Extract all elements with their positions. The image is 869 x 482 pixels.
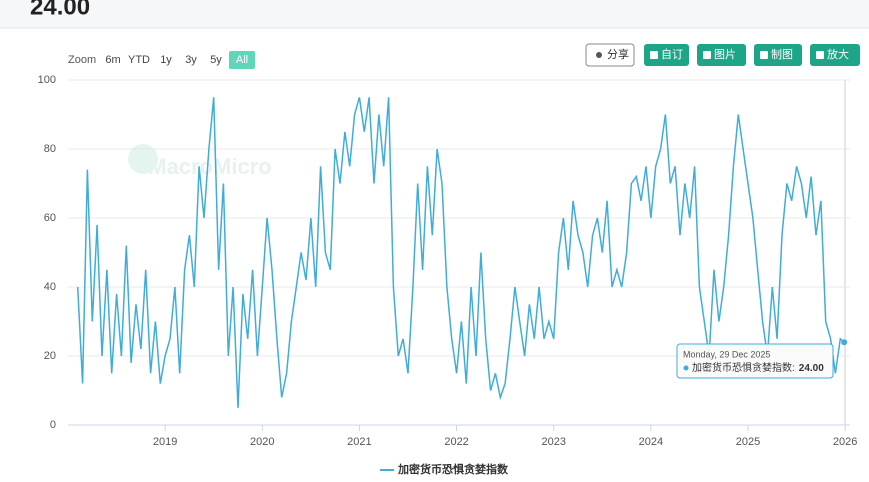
hover-point — [841, 339, 848, 346]
y-tick-label: 40 — [44, 281, 56, 293]
range-button-active[interactable] — [229, 51, 255, 69]
toolbar-button[interactable] — [810, 44, 860, 66]
x-tick-label: 2020 — [250, 436, 274, 448]
share-icon — [596, 52, 602, 58]
y-tick-label: 0 — [50, 419, 56, 431]
header-value: 24.00 — [30, 0, 90, 20]
tooltip-label: 加密货币恐惧贪婪指数: 24.00 — [692, 361, 824, 374]
x-tick-label: 2025 — [736, 436, 760, 448]
toolbar-button[interactable] — [697, 44, 746, 66]
tooltip-date: Monday, 29 Dec 2025 — [683, 349, 770, 359]
toolbar-button[interactable] — [754, 44, 802, 66]
x-tick-label: 2024 — [639, 436, 663, 448]
toolbar-button-label[interactable]: 自订 — [661, 48, 683, 61]
y-tick-label: 60 — [44, 212, 56, 224]
y-tick-label: 20 — [44, 350, 56, 362]
share-button-label[interactable]: 分享 — [607, 47, 629, 61]
tooltip-series: 加密货币恐惧贪婪指数: — [692, 361, 795, 374]
range-button[interactable]: All — [236, 54, 248, 66]
share-button-box[interactable] — [585, 43, 635, 67]
toolbar-button-label[interactable]: 图片 — [714, 48, 736, 61]
tooltip-value: 24.00 — [799, 363, 824, 374]
x-tick-label: 2026 — [833, 436, 857, 448]
x-tick-label: 2021 — [347, 436, 371, 448]
data-line — [76, 97, 845, 408]
zoom-label: Zoom — [68, 54, 96, 66]
y-tick-label: 80 — [44, 143, 56, 155]
tooltip-box — [676, 343, 834, 379]
toolbar-icon — [703, 51, 711, 59]
range-button[interactable]: 1y — [160, 54, 172, 66]
range-button[interactable]: YTD — [128, 54, 150, 66]
tooltip-dot — [683, 365, 689, 371]
toolbar-icon — [650, 51, 658, 59]
toolbar-button-label[interactable]: 制图 — [771, 48, 793, 61]
toolbar-icon — [816, 51, 824, 59]
x-tick-label: 2019 — [153, 436, 177, 448]
header-bar — [0, 0, 869, 28]
watermark-logo — [128, 144, 158, 174]
toolbar-button-label[interactable]: 放大 — [827, 47, 849, 61]
range-button[interactable]: 5y — [210, 54, 222, 66]
share-button[interactable]: 分享 — [585, 43, 635, 67]
toolbar-button[interactable] — [644, 44, 689, 66]
toolbar-icon — [760, 51, 768, 59]
watermark: MacroMicro — [148, 154, 271, 179]
y-tick-label: 100 — [38, 74, 56, 86]
x-tick-label: 2022 — [444, 436, 468, 448]
legend-label[interactable]: 加密货币恐惧贪婪指数 — [397, 462, 509, 476]
x-tick-label: 2023 — [541, 436, 565, 448]
range-button[interactable]: 6m — [105, 54, 120, 66]
range-button[interactable]: 3y — [185, 54, 197, 66]
